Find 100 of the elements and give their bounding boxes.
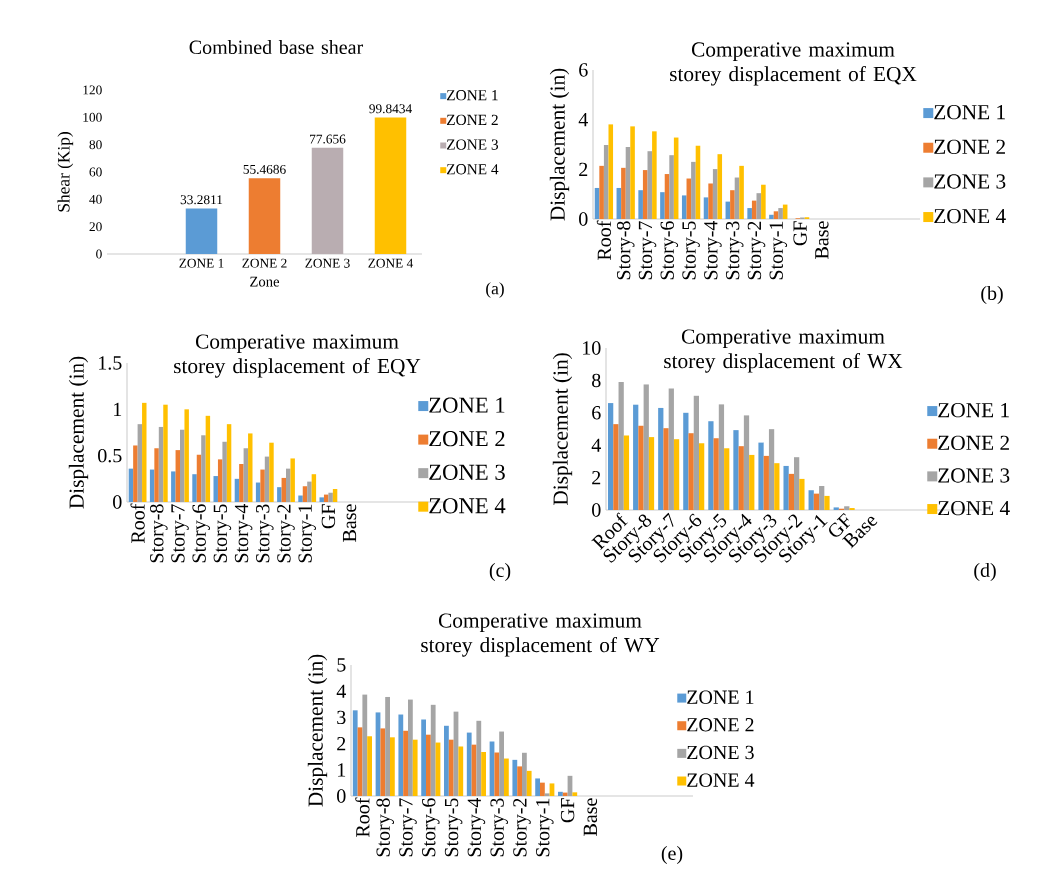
- bar: [660, 192, 665, 219]
- x-tick-label: Roof: [130, 503, 145, 544]
- data-label: 33.2811: [180, 195, 223, 205]
- bar: [311, 474, 317, 502]
- chart-title: Comperative maximum storey displacement of WY: [421, 613, 660, 657]
- bar: [761, 184, 766, 219]
- bar: [608, 403, 614, 510]
- x-tick-label: GF: [560, 798, 575, 823]
- bar: [708, 183, 713, 219]
- text: (c): [489, 562, 511, 582]
- bar: [638, 190, 643, 219]
- bar: [142, 402, 147, 502]
- x-tick-label: Story-5: [213, 504, 232, 563]
- y-tick-label: 8: [592, 373, 601, 388]
- bar: [799, 478, 805, 510]
- bar: [503, 758, 509, 796]
- bar: [783, 465, 789, 510]
- bar: [290, 458, 295, 502]
- bar: [558, 791, 563, 796]
- bar: [743, 415, 750, 510]
- y-tick-label: 0: [579, 212, 588, 226]
- y-tick-label: 2: [579, 162, 588, 176]
- legend-label: ZONE 1: [446, 90, 498, 101]
- bar: [302, 486, 308, 502]
- legend-label: ZONE 1: [938, 403, 1009, 418]
- x-tick-label: ZONE 2: [242, 258, 287, 268]
- legend-label: ZONE 4: [934, 209, 1006, 224]
- x-tick-label: Story-6: [192, 504, 210, 563]
- y-tick-label: 60: [89, 167, 102, 177]
- bar: [448, 739, 454, 796]
- bar: [517, 766, 522, 796]
- bar: [572, 792, 578, 796]
- x-tick-label: ZONE 3: [305, 258, 350, 268]
- legend-label: ZONE 4: [687, 773, 755, 787]
- bar: [652, 131, 657, 219]
- x-tick-label: Story-5: [444, 798, 463, 857]
- x-tick-label: Story-6: [422, 798, 440, 857]
- bar: [444, 725, 449, 796]
- x-tick-label: Story-4: [234, 503, 253, 563]
- bar: [739, 165, 744, 219]
- x-tick-label: Story-5: [682, 221, 700, 280]
- y-axis-title: Displacement (in): [552, 353, 573, 506]
- y-tick-label: 3: [337, 710, 346, 725]
- bar: [512, 759, 518, 796]
- bar: [205, 415, 211, 502]
- x-tick-label: Story-2: [277, 504, 295, 563]
- data-label: 55.4686: [243, 164, 286, 174]
- bar: [718, 404, 725, 510]
- legend-label: ZONE 1: [934, 105, 1005, 120]
- bar: [738, 446, 744, 510]
- x-tick-label: GF: [321, 504, 336, 529]
- text: (e): [661, 845, 683, 865]
- legend-label: ZONE 4: [446, 164, 499, 175]
- bar: [307, 481, 312, 502]
- x-tick-label: Story-2: [747, 221, 766, 280]
- bar: [430, 704, 436, 796]
- bar: [751, 200, 757, 219]
- bar: [201, 435, 206, 502]
- bar: [681, 195, 687, 219]
- y-tick-label: 4: [336, 684, 346, 698]
- x-tick-label: Base: [583, 798, 598, 836]
- y-tick-label: 0: [96, 249, 102, 259]
- x-tick-label: Base: [342, 504, 357, 542]
- x-tick-label: Story-7: [399, 798, 417, 857]
- x-tick-label: Story-3: [490, 798, 508, 857]
- bar: [683, 412, 689, 510]
- y-tick-label: 6: [592, 406, 601, 420]
- legend-label: ZONE 2: [687, 718, 754, 732]
- bar: [217, 459, 223, 502]
- bar: [298, 495, 303, 502]
- y-tick-label: 1: [114, 402, 122, 416]
- bar: [319, 497, 324, 502]
- y-tick-label: 0.5: [98, 448, 122, 463]
- bar: [819, 486, 825, 510]
- bar: [769, 214, 774, 219]
- bar: [717, 154, 723, 219]
- bar: [540, 782, 545, 796]
- bar: [154, 448, 159, 502]
- bar: [724, 448, 730, 510]
- bar: [562, 792, 568, 796]
- bar: [226, 424, 232, 502]
- bar: [137, 424, 143, 502]
- bar: [158, 426, 164, 502]
- bar: [833, 507, 839, 510]
- bar: [184, 409, 189, 502]
- y-axis-title: Displacement (in): [549, 68, 570, 221]
- x-tick-label: Roof: [355, 797, 370, 838]
- bar: [693, 395, 699, 510]
- bar: [658, 407, 664, 510]
- bar: [749, 454, 755, 510]
- bar: [277, 487, 282, 502]
- legend-label: ZONE 2: [429, 431, 505, 447]
- x-tick-label: Base: [815, 221, 829, 259]
- y-axis-title: Displacement (in): [68, 356, 89, 509]
- bar: [673, 439, 680, 510]
- y-tick-label: 120: [83, 85, 102, 95]
- data-label: 99.8434: [369, 104, 412, 114]
- y-tick-label: 0: [113, 495, 122, 509]
- bar: [763, 455, 769, 510]
- legend-label: ZONE 3: [934, 174, 1006, 189]
